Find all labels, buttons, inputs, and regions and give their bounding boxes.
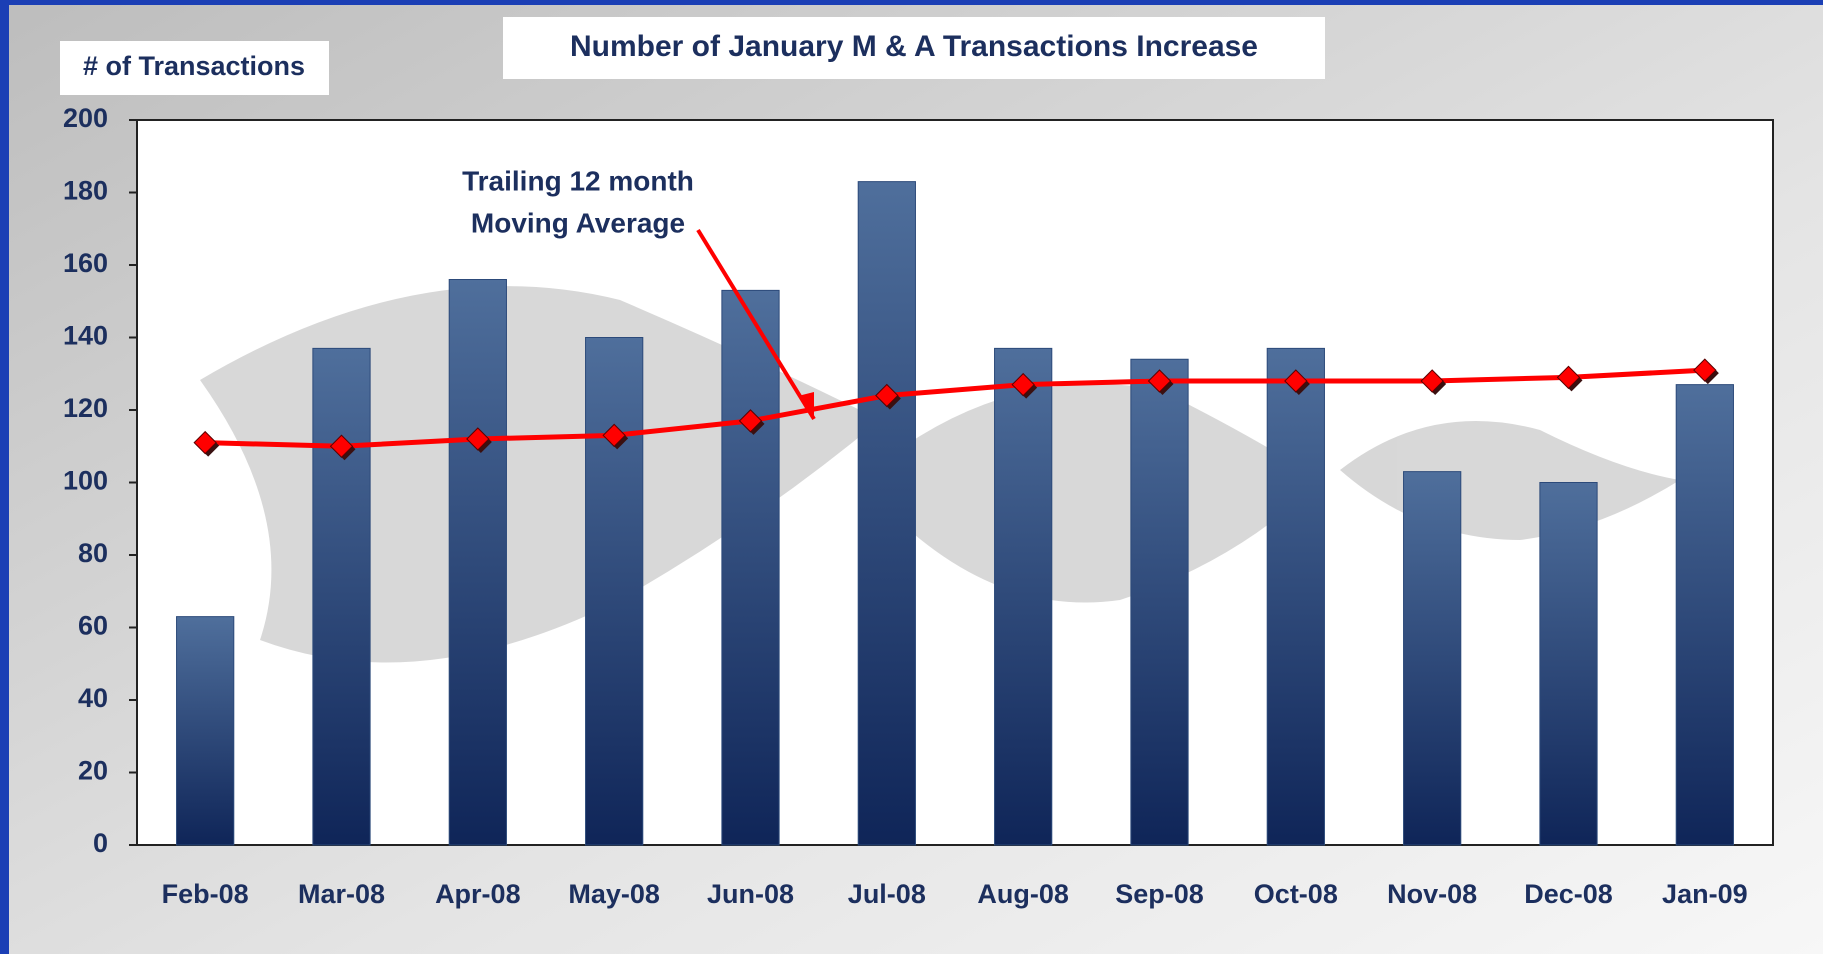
y-tick-label: 180 bbox=[63, 176, 108, 206]
y-tick-label: 40 bbox=[78, 683, 108, 713]
top-border bbox=[0, 0, 1823, 5]
bar bbox=[857, 181, 916, 846]
x-tick-label: Jul-08 bbox=[848, 879, 926, 909]
y-tick-label: 120 bbox=[63, 393, 108, 423]
y-tick-label: 140 bbox=[63, 321, 108, 351]
marker bbox=[875, 383, 899, 408]
annotation: Moving Average bbox=[471, 207, 685, 238]
x-tick-label: Nov-08 bbox=[1387, 879, 1477, 909]
bar bbox=[721, 289, 780, 846]
y-tick-label: 160 bbox=[63, 248, 108, 278]
marker bbox=[1693, 358, 1717, 382]
x-tick-label: Oct-08 bbox=[1254, 879, 1338, 909]
y-tick-label: 20 bbox=[78, 756, 108, 786]
trend-line bbox=[205, 367, 1705, 449]
bar bbox=[448, 279, 507, 846]
bar bbox=[585, 337, 644, 846]
x-tick-label: May-08 bbox=[568, 879, 660, 909]
annotation-arrow bbox=[696, 228, 816, 421]
bar bbox=[1675, 384, 1734, 846]
title-box bbox=[503, 17, 1325, 79]
x-tick-label: Mar-08 bbox=[298, 879, 385, 909]
marker bbox=[466, 427, 490, 451]
marker bbox=[1011, 372, 1035, 397]
x-tick-label: Aug-08 bbox=[977, 879, 1069, 909]
annotation: Trailing 12 month bbox=[462, 165, 694, 196]
y-axis-label: # of Transactions bbox=[83, 51, 305, 81]
marker bbox=[329, 434, 354, 458]
y-tick-label: 80 bbox=[78, 538, 108, 568]
y-tick-label: 0 bbox=[93, 828, 108, 858]
bar bbox=[312, 347, 371, 846]
y-tick-label: 60 bbox=[78, 611, 108, 641]
marker bbox=[1420, 369, 1444, 393]
bar bbox=[1130, 358, 1189, 846]
x-tick-label: Dec-08 bbox=[1524, 879, 1613, 909]
marker bbox=[1147, 369, 1172, 393]
y-tick-label: 200 bbox=[63, 103, 108, 133]
x-tick-label: Jan-09 bbox=[1662, 879, 1748, 909]
marker bbox=[738, 409, 763, 433]
bar bbox=[1539, 482, 1598, 846]
y-label-box bbox=[60, 41, 329, 95]
x-tick-label: Feb-08 bbox=[162, 879, 249, 909]
marker bbox=[1284, 369, 1308, 393]
x-tick-label: Apr-08 bbox=[435, 879, 521, 909]
marker bbox=[602, 423, 626, 448]
x-tick-label: Sep-08 bbox=[1115, 879, 1204, 909]
y-tick-label: 100 bbox=[63, 466, 108, 496]
x-tick-label: Jun-08 bbox=[707, 879, 794, 909]
marker bbox=[1556, 365, 1581, 390]
bar bbox=[1266, 347, 1325, 846]
chart-title: Number of January M & A Transactions Inc… bbox=[570, 30, 1258, 63]
bar bbox=[1403, 471, 1462, 846]
left-border bbox=[0, 0, 9, 954]
marker bbox=[193, 430, 217, 455]
bar bbox=[994, 347, 1053, 846]
annotation-arrowhead bbox=[798, 392, 814, 419]
bar bbox=[176, 616, 235, 846]
